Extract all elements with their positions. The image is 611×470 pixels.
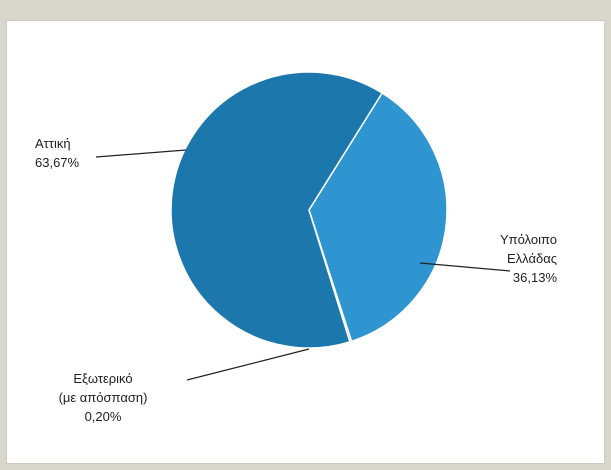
leader-line-2 xyxy=(95,149,187,158)
pie-slice-2 xyxy=(170,71,384,349)
leader-line-1 xyxy=(186,348,310,381)
slice-label-0: Υπόλοιπο Ελλάδας 36,13% xyxy=(500,232,558,285)
slice-label-1: Εξωτερικό (με απόσπαση) 0,20% xyxy=(59,371,148,424)
leader-line-0 xyxy=(419,262,511,272)
slice-label-2: Αττική 63,67% xyxy=(35,136,80,170)
